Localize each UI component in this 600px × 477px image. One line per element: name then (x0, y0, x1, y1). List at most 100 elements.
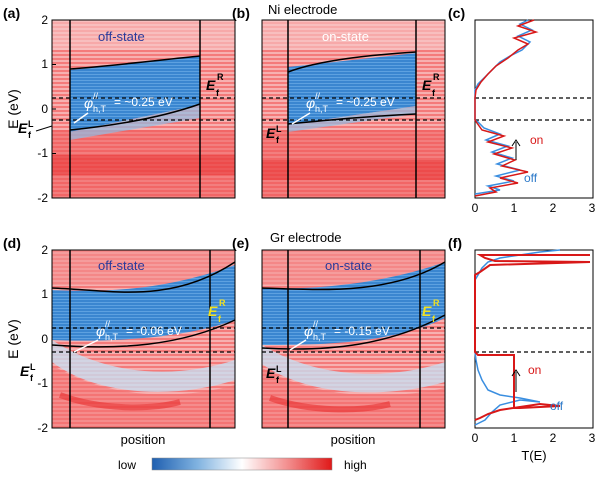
panel-e-xlabel: position (331, 432, 376, 447)
panel-d-phi-annotation: φ // h,T = -0.06 eV (73, 319, 182, 353)
svg-text:f: f (28, 130, 32, 140)
svg-text:2: 2 (41, 243, 48, 257)
svg-text:0: 0 (41, 102, 48, 116)
panel-d-ef-right: E f R (208, 298, 226, 324)
svg-text:E: E (20, 363, 30, 379)
svg-text:E: E (266, 125, 276, 141)
arrow-icon (73, 112, 89, 124)
panel-d-energy-ticks: 2 1 0 -1 -2 (37, 243, 48, 435)
panel-c-on-curve (474, 19, 539, 197)
svg-text://: // (105, 319, 111, 329)
panel-e-title: Gr electrode (270, 230, 342, 245)
panel-b-phi-annotation: φ // h,T = ~0.25 eV (291, 91, 395, 125)
panel-a-ylabel: E (eV) (5, 89, 21, 129)
colorbar-high-label: high (344, 458, 367, 472)
svg-text:h,T: h,T (105, 332, 119, 342)
svg-text:L: L (30, 362, 36, 372)
panel-d: (d) off-state φ // h,T = -0.06 eV E f L … (3, 235, 236, 447)
svg-text:φ: φ (96, 323, 105, 339)
arrow-icon (291, 112, 311, 125)
svg-text:1: 1 (511, 431, 518, 445)
svg-text:h,T: h,T (315, 104, 329, 114)
panel-a-ef-left: E f L (18, 119, 53, 140)
svg-text://: // (313, 319, 319, 329)
panel-a-state: off-state (98, 29, 145, 44)
svg-text:E: E (206, 77, 216, 93)
panel-b-ef-left: E f L (266, 124, 282, 145)
panel-a-energy-ticks: 2 1 0 -1 -2 (37, 13, 48, 205)
svg-text:-1: -1 (37, 146, 48, 160)
panel-e-ef-left: E f L (266, 364, 282, 385)
panel-f-x-ticks: 0 1 2 3 (472, 431, 596, 445)
panel-f-on-curve (474, 254, 591, 421)
svg-text:L: L (28, 119, 34, 129)
panel-c-x-ticks: 0 1 2 3 (472, 201, 596, 215)
svg-text:f: f (218, 314, 222, 324)
svg-text:0: 0 (472, 201, 479, 215)
svg-text:φ: φ (306, 95, 315, 111)
svg-text:R: R (433, 298, 440, 308)
svg-text:f: f (216, 88, 220, 98)
panel-a-phi-value: = ~0.25 eV (114, 95, 173, 109)
svg-text://: // (315, 91, 321, 101)
panel-b-ef-right: E f R (422, 72, 440, 98)
panel-a: (a) off-state φ // h,T = ~0.25 eV E f L … (3, 5, 236, 205)
panel-a-label: (a) (3, 5, 20, 21)
svg-text:-2: -2 (37, 421, 48, 435)
svg-text:E: E (266, 365, 276, 381)
panel-a-ef-right: E f R (206, 72, 224, 98)
panel-b-label: (b) (232, 5, 250, 21)
svg-text:f: f (276, 375, 280, 385)
svg-text:E: E (422, 77, 432, 93)
svg-text:2: 2 (550, 201, 557, 215)
svg-text:L: L (276, 124, 282, 134)
svg-text:R: R (433, 72, 440, 82)
panel-e-ef-right: E f R (422, 298, 440, 324)
svg-text:f: f (432, 88, 436, 98)
panel-c-off-label: off (524, 171, 538, 185)
colorbar: low high (118, 457, 367, 472)
panel-f-off-curve (474, 249, 561, 426)
svg-text:3: 3 (589, 431, 596, 445)
panel-e-label: (e) (232, 235, 249, 251)
svg-text:E: E (208, 303, 218, 319)
panel-e-phi-annotation: φ // h,T = -0.15 eV (289, 319, 390, 351)
panel-e: (e) Gr electrode on-state φ // h,T = -0.… (232, 230, 446, 447)
panel-d-phi-value: = -0.06 eV (126, 324, 182, 338)
panel-f-xlabel: T(E) (521, 448, 546, 463)
svg-text:E: E (422, 303, 432, 319)
panel-d-xlabel: position (121, 432, 166, 447)
arrow-icon (289, 339, 307, 351)
svg-text:0: 0 (41, 332, 48, 346)
panel-b-title: Ni electrode (268, 2, 337, 17)
svg-text:3: 3 (589, 201, 596, 215)
svg-text:R: R (217, 72, 224, 82)
svg-text:-2: -2 (37, 191, 48, 205)
panel-b-state: on-state (322, 29, 369, 44)
svg-text:f: f (276, 135, 280, 145)
panel-b-phi-value: = ~0.25 eV (336, 95, 395, 109)
panel-c-label: (c) (448, 5, 465, 21)
panel-b: (b) Ni electrode on-state φ // h,T = ~0.… (232, 2, 446, 199)
panel-f-off-label: off (550, 399, 564, 413)
svg-text:f: f (30, 373, 34, 383)
phi-symbol: φ (84, 95, 93, 111)
panel-d-ylabel: E (eV) (5, 319, 21, 359)
panel-d-state: off-state (98, 258, 145, 273)
svg-text:2: 2 (41, 13, 48, 27)
panel-f-label: (f) (448, 235, 462, 251)
svg-text:1: 1 (41, 287, 48, 301)
svg-text:2: 2 (550, 431, 557, 445)
panel-f: (f) on off 0 1 2 3 T(E) (448, 235, 596, 463)
svg-text:0: 0 (472, 431, 479, 445)
panel-a-phi-annotation: φ // h,T = ~0.25 eV (73, 91, 173, 124)
svg-text:h,T: h,T (313, 332, 327, 342)
svg-text:L: L (276, 364, 282, 374)
colorbar-low-label: low (118, 458, 136, 472)
svg-text:1: 1 (41, 57, 48, 71)
svg-text:R: R (219, 298, 226, 308)
arrow-icon (73, 339, 99, 353)
svg-text:E: E (18, 120, 28, 136)
svg-text:1: 1 (511, 201, 518, 215)
